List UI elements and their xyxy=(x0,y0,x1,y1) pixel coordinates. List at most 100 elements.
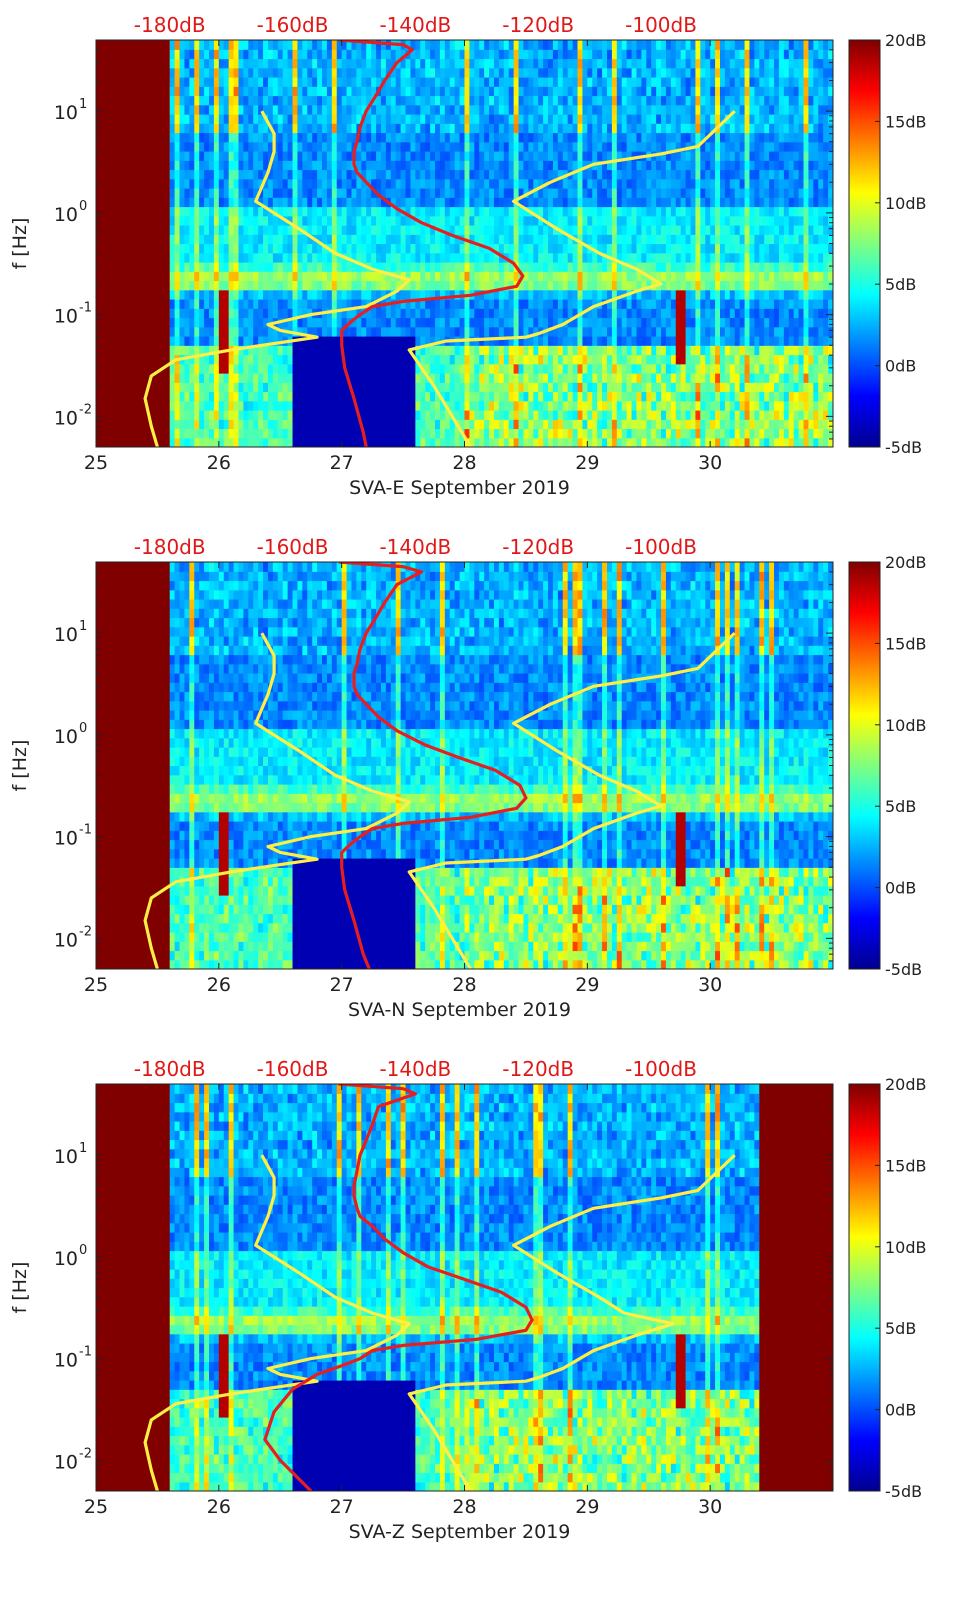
spectrogram-cell xyxy=(395,178,402,189)
spectrogram-cell xyxy=(626,95,633,106)
spectrogram-cell xyxy=(233,419,240,430)
spectrogram-cell xyxy=(346,363,353,374)
spectrogram-cell xyxy=(376,77,382,87)
spectrogram-cell xyxy=(606,234,613,245)
spectrogram-cell xyxy=(489,382,495,393)
spectrogram-cell xyxy=(287,123,294,134)
spectrogram-cell xyxy=(405,289,412,300)
spectrogram-cell xyxy=(459,410,466,420)
spectrogram-cell xyxy=(533,345,539,356)
spectrogram-cell xyxy=(459,308,466,319)
spectrogram-cell xyxy=(179,114,186,124)
spectrogram-cell xyxy=(184,317,190,328)
spectrogram-cell xyxy=(454,197,461,208)
spectrogram-cell xyxy=(292,95,299,106)
spectrogram-cell xyxy=(341,188,348,198)
spectrogram-cell xyxy=(371,252,377,263)
spectrogram-cell xyxy=(282,40,289,50)
spectrogram-cell xyxy=(636,336,642,346)
spectrogram-cell xyxy=(336,67,343,78)
spectrogram-cell xyxy=(562,373,569,383)
spectrogram-cell xyxy=(351,67,357,78)
spectrogram-cell xyxy=(454,280,461,291)
spectrogram-cell xyxy=(243,308,249,319)
spectrogram-cell xyxy=(626,280,633,291)
spectrogram-cell xyxy=(307,391,313,402)
spectrogram-cell xyxy=(272,215,279,226)
spectrogram-cell xyxy=(223,141,230,152)
spectrogram-cell xyxy=(263,243,269,254)
spectrogram-cell xyxy=(302,151,308,161)
spectrogram-cell xyxy=(351,49,357,60)
spectrogram-cell xyxy=(636,215,642,226)
spectrogram-cell xyxy=(479,67,485,78)
spectrogram-cell xyxy=(626,197,633,208)
spectrogram-cell xyxy=(567,95,574,106)
spectrogram-cell xyxy=(439,40,446,50)
spectrogram-cell xyxy=(331,280,338,291)
spectrogram-cell xyxy=(199,49,205,60)
spectrogram-cell xyxy=(263,289,269,300)
spectrogram-cell xyxy=(420,271,426,282)
spectrogram-cell xyxy=(641,178,647,189)
spectrogram-cell xyxy=(336,141,343,152)
spectrogram-cell xyxy=(410,326,416,337)
spectrogram-cell xyxy=(238,49,244,60)
spectrogram-cell xyxy=(336,225,343,235)
spectrogram-cell xyxy=(248,271,254,282)
spectrogram-cell xyxy=(385,410,392,420)
spectrogram-cell xyxy=(385,345,392,356)
spectrogram-cell xyxy=(405,410,412,420)
spectrogram-cell xyxy=(444,58,451,69)
spectrogram-cell xyxy=(218,114,225,124)
spectrogram-cell xyxy=(307,373,313,383)
spectrogram-cell xyxy=(646,95,652,106)
spectrogram-cell xyxy=(577,299,584,309)
spectrogram-cell xyxy=(646,58,652,69)
spectrogram-cell xyxy=(552,345,559,356)
spectrogram-cell xyxy=(405,382,412,393)
spectrogram-cell xyxy=(194,49,200,60)
spectrogram-cell xyxy=(174,271,181,282)
spectrogram-cell xyxy=(538,317,544,328)
spectrogram-cell xyxy=(518,86,525,97)
spectrogram-cell xyxy=(444,308,451,319)
spectrogram-cell xyxy=(287,363,294,374)
spectrogram-cell xyxy=(366,160,372,171)
spectrogram-cell xyxy=(174,169,181,180)
spectrogram-cell xyxy=(199,123,205,134)
spectrogram-cell xyxy=(523,197,529,208)
spectrogram-cell xyxy=(169,132,176,143)
spectrogram-cell xyxy=(243,262,249,272)
spectrogram-cell xyxy=(395,160,402,171)
spectrogram-cell xyxy=(449,363,456,374)
spectrogram-cell xyxy=(611,132,618,143)
spectrogram-cell xyxy=(405,437,412,447)
spectrogram-cell xyxy=(179,206,186,217)
spectrogram-cell xyxy=(479,428,485,439)
spectrogram-cell xyxy=(253,373,259,383)
spectrogram-cell xyxy=(356,215,362,226)
spectrogram-cell xyxy=(557,188,564,198)
spectrogram-cell xyxy=(557,391,564,402)
spectrogram-cell xyxy=(420,95,426,106)
spectrogram-cell xyxy=(543,419,549,430)
spectrogram-cell xyxy=(597,114,603,124)
spectrogram-cell xyxy=(199,151,205,161)
spectrogram-cell xyxy=(577,215,584,226)
spectrogram-cell xyxy=(233,373,240,383)
spectrogram-cell xyxy=(361,188,367,198)
spectrogram-cell xyxy=(189,188,195,198)
spectrogram-cell xyxy=(400,299,407,309)
spectrogram-cell xyxy=(508,123,515,134)
spectrogram-cell xyxy=(282,95,289,106)
spectrogram-cell xyxy=(597,104,603,115)
spectrogram-cell xyxy=(194,419,200,430)
spectrogram-cell xyxy=(498,354,505,365)
spectrogram-cell xyxy=(297,289,303,300)
spectrogram-cell xyxy=(356,317,362,328)
spectrogram-cell xyxy=(606,114,613,124)
spectrogram-cell xyxy=(228,86,235,97)
spectrogram-cell xyxy=(592,336,598,346)
spectrogram-cell xyxy=(449,437,456,447)
